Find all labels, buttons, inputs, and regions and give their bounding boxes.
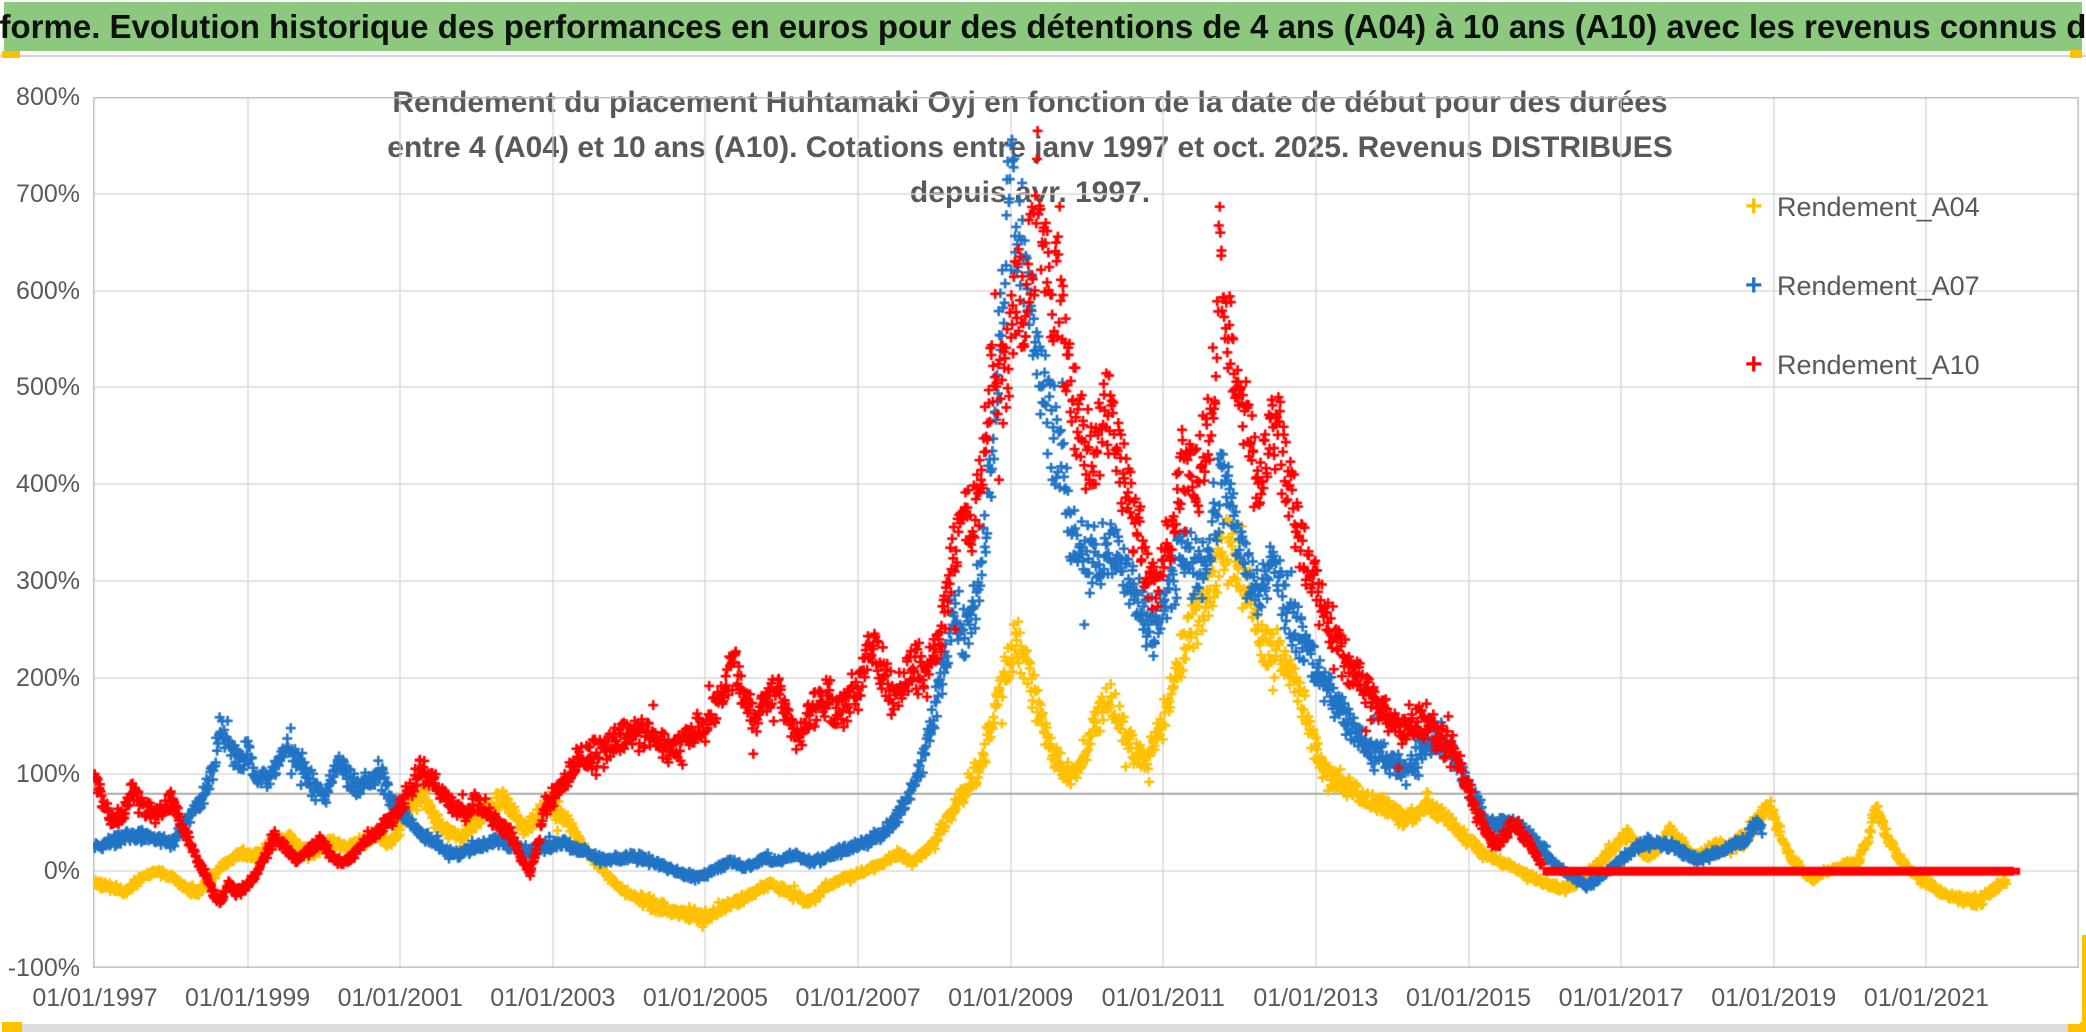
legend-item-a07[interactable]: + Rendement_A07 xyxy=(1745,269,2045,303)
x-axis-tick-label: 01/01/1999 xyxy=(185,984,311,1012)
yellow-corner-accent-bottom-right xyxy=(2068,1024,2081,1032)
title-banner: ADAM Informe. Evolution historique des p… xyxy=(0,2,2086,51)
legend-item-a04[interactable]: + Rendement_A04 xyxy=(1745,190,2045,224)
x-axis-tick-label: 01/01/2017 xyxy=(1558,984,1684,1012)
yellow-corner-accent-top-right xyxy=(2070,50,2082,58)
x-axis-tick-label: 01/01/2015 xyxy=(1405,984,1532,1012)
yellow-corner-accent-bottom-left xyxy=(2,1022,22,1032)
y-axis-tick-label: 700% xyxy=(16,179,80,208)
legend-item-a10[interactable]: + Rendement_A10 xyxy=(1745,348,2045,382)
x-axis-tick-label: 01/01/2007 xyxy=(795,984,921,1012)
x-axis-tick-label: 01/01/2019 xyxy=(1711,984,1837,1012)
x-axis-tick-label: 01/01/2001 xyxy=(337,984,463,1012)
x-axis-tick-label: 01/01/2021 xyxy=(1863,984,1989,1012)
performance-scatter-canvas xyxy=(93,97,2079,968)
y-axis-tick-label: -100% xyxy=(7,954,80,982)
y-axis-tick-label: 400% xyxy=(16,470,80,499)
x-axis-tick-label: 01/01/2003 xyxy=(490,984,616,1012)
banner-divider xyxy=(0,55,2086,57)
x-axis-tick-label: 01/01/2013 xyxy=(1253,984,1379,1012)
x-axis-tick-label: 01/01/2011 xyxy=(1101,984,1225,1012)
plus-marker-icon: + xyxy=(1745,190,1763,223)
y-axis-tick-label: 800% xyxy=(16,83,80,111)
x-axis-tick-label: 01/01/2005 xyxy=(642,984,768,1012)
legend-label: Rendement_A04 xyxy=(1777,191,1980,222)
legend-label: Rendement_A10 xyxy=(1777,349,1980,380)
y-axis-tick-label: 500% xyxy=(16,373,80,402)
y-axis-tick-label: 0% xyxy=(43,857,80,886)
chart-legend: + Rendement_A04 + Rendement_A07 + Rendem… xyxy=(1745,190,2045,427)
plus-marker-icon: + xyxy=(1745,269,1763,302)
plus-marker-icon: + xyxy=(1745,348,1763,381)
y-axis-tick-label: 100% xyxy=(16,760,80,789)
y-axis-tick-label: 600% xyxy=(16,276,80,305)
y-axis-tick-label: 200% xyxy=(16,663,80,692)
banner-title: ADAM Informe. Evolution historique des p… xyxy=(0,7,2086,45)
yellow-edge-accent-right xyxy=(2080,935,2086,1032)
yellow-corner-accent-top-left xyxy=(2,51,20,58)
x-axis-tick-label: 01/01/1997 xyxy=(32,984,158,1012)
y-axis-tick-label: 300% xyxy=(16,566,80,595)
bottom-gray-strip xyxy=(22,1024,2068,1032)
x-axis-tick-label: 01/01/2009 xyxy=(948,984,1074,1012)
legend-label: Rendement_A07 xyxy=(1777,270,1980,301)
